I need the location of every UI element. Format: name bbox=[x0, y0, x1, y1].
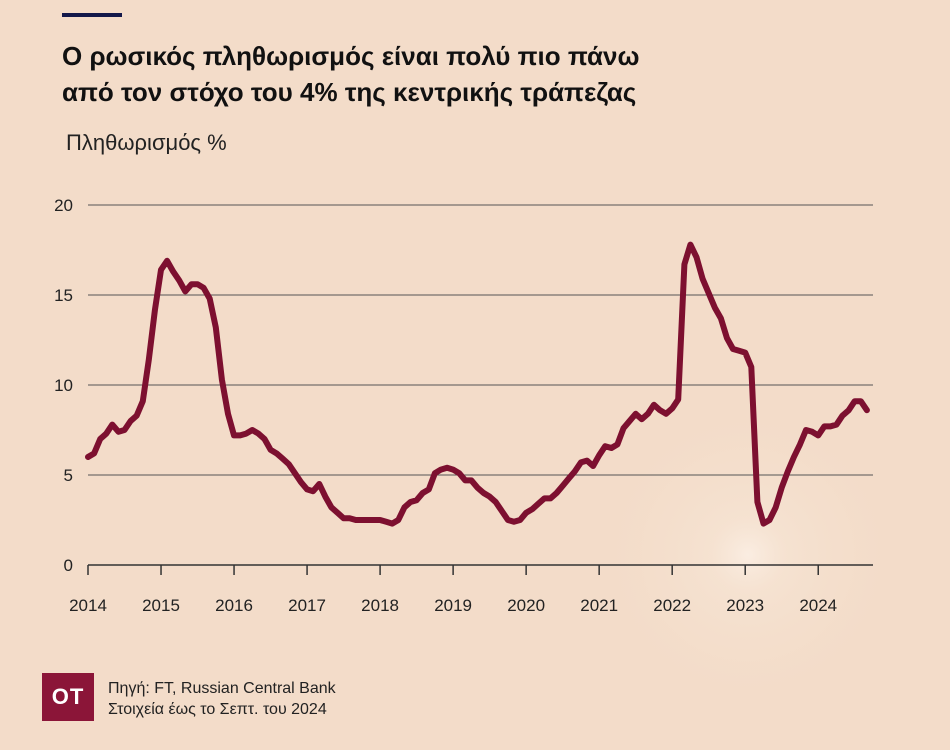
y-tick-label-5: 5 bbox=[64, 466, 73, 485]
publisher-logo: OT bbox=[42, 673, 94, 721]
background-glow-decoration bbox=[598, 405, 898, 705]
x-tick-label-2020: 2020 bbox=[507, 596, 545, 615]
x-tick-label-2018: 2018 bbox=[361, 596, 399, 615]
source-line-1: Πηγή: FT, Russian Central Bank bbox=[108, 680, 336, 697]
top-accent-rule bbox=[62, 13, 122, 17]
inflation-series-line bbox=[85, 241, 870, 527]
y-tick-label-15: 15 bbox=[54, 286, 73, 305]
chart-title-line-1: Ο ρωσικός πληθωρισμός είναι πολύ πιο πάν… bbox=[62, 41, 640, 71]
y-tick-label-0: 0 bbox=[64, 556, 73, 575]
chart-title: Ο ρωσικός πληθωρισμός είναι πολύ πιο πάν… bbox=[62, 38, 902, 110]
y-tick-label-20: 20 bbox=[54, 196, 73, 215]
x-tick-label-2023: 2023 bbox=[726, 596, 764, 615]
x-tick-label-2016: 2016 bbox=[215, 596, 253, 615]
source-note: Πηγή: FT, Russian Central Bank Στοιχεία … bbox=[108, 678, 336, 720]
x-tick-label-2015: 2015 bbox=[142, 596, 180, 615]
x-tick-label-2017: 2017 bbox=[288, 596, 326, 615]
x-tick-label-2014: 2014 bbox=[69, 596, 107, 615]
x-tick-label-2021: 2021 bbox=[580, 596, 618, 615]
chart-title-line-2: από τον στόχο του 4% της κεντρικής τράπε… bbox=[62, 77, 637, 107]
y-axis-label: Πληθωρισμός % bbox=[66, 130, 227, 155]
y-tick-label-10: 10 bbox=[54, 376, 73, 395]
source-line-2: Στοιχεία έως το Σεπτ. του 2024 bbox=[108, 701, 327, 718]
x-tick-label-2024: 2024 bbox=[799, 596, 837, 615]
x-tick-label-2022: 2022 bbox=[653, 596, 691, 615]
x-tick-label-2019: 2019 bbox=[434, 596, 472, 615]
